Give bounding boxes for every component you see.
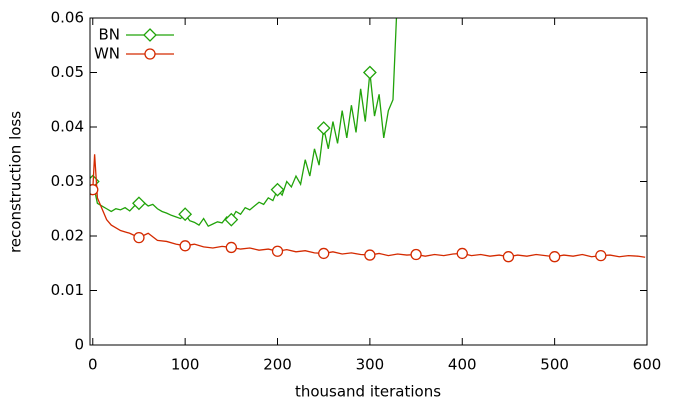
x-tick-label: 400 <box>448 356 477 374</box>
y-tick-label: 0.03 <box>51 172 84 190</box>
legend-marker <box>143 28 157 42</box>
marker <box>270 182 285 197</box>
x-tick-label: 200 <box>263 356 292 374</box>
x-tick-label: 600 <box>633 356 662 374</box>
marker <box>225 241 237 254</box>
marker <box>316 121 331 136</box>
y-axis-label: reconstruction loss <box>7 111 25 253</box>
series-line <box>92 18 398 228</box>
marker <box>548 251 561 263</box>
x-axis-label: thousand iterations <box>295 383 441 401</box>
y-tick-label: 0.05 <box>51 63 84 81</box>
y-tick-label: 0.02 <box>51 227 84 245</box>
plot-area <box>90 18 646 263</box>
y-tick-label: 0.04 <box>51 118 84 136</box>
x-tick-label: 500 <box>540 356 569 374</box>
y-tick-label: 0.01 <box>51 281 84 299</box>
legend-label: BN <box>98 26 120 44</box>
marker <box>364 249 376 261</box>
marker <box>456 247 468 260</box>
marker <box>179 240 191 252</box>
series-line <box>92 154 646 258</box>
marker <box>410 248 422 261</box>
y-tick-label: 0 <box>74 336 84 354</box>
x-tick-label: 300 <box>356 356 385 374</box>
y-tick-label: 0.06 <box>51 9 84 27</box>
marker <box>595 249 607 262</box>
x-tick-label: 100 <box>171 356 200 374</box>
legend-label: WN <box>94 45 120 63</box>
marker <box>362 65 377 80</box>
marker <box>132 196 146 211</box>
marker <box>224 212 239 227</box>
legend-marker <box>144 48 156 60</box>
marker <box>271 245 284 257</box>
x-tick-label: 0 <box>88 356 98 374</box>
marker <box>318 247 330 260</box>
marker <box>502 251 515 263</box>
marker <box>178 207 193 222</box>
marker <box>133 231 145 244</box>
plot-frame <box>89 17 648 346</box>
marker <box>90 184 99 196</box>
